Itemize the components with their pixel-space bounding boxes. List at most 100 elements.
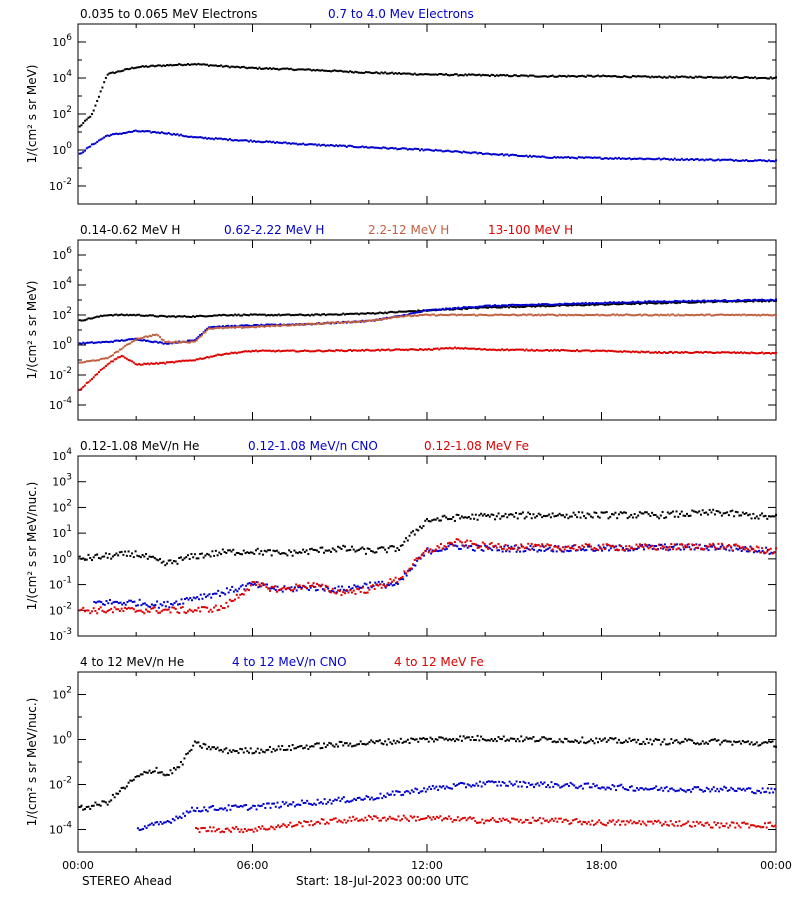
- data-point: [159, 558, 162, 561]
- data-point: [603, 548, 606, 551]
- data-point: [246, 551, 249, 554]
- data-point: [249, 66, 252, 69]
- data-point: [476, 347, 479, 350]
- data-point: [658, 350, 661, 353]
- data-point: [771, 515, 774, 518]
- data-point: [564, 545, 567, 548]
- data-point: [696, 546, 699, 549]
- data-point: [136, 363, 139, 366]
- y-axis-label: 1/(cm² s sr MeV/nuc.): [25, 482, 39, 611]
- data-point: [530, 517, 533, 520]
- data-point: [578, 785, 581, 788]
- data-point: [504, 74, 507, 77]
- data-point: [392, 348, 395, 351]
- data-point: [726, 300, 729, 303]
- data-point: [324, 746, 327, 749]
- data-point: [148, 769, 151, 772]
- data-point: [405, 314, 408, 317]
- data-point: [127, 68, 130, 71]
- data-point: [377, 318, 380, 321]
- data-point: [548, 75, 551, 78]
- data-point: [740, 550, 743, 553]
- data-point: [686, 300, 689, 303]
- data-point: [460, 74, 463, 77]
- data-point: [492, 153, 495, 156]
- data-point: [719, 545, 722, 548]
- data-point: [225, 809, 228, 812]
- data-point: [469, 517, 472, 520]
- data-point: [452, 516, 455, 519]
- data-point: [349, 588, 352, 591]
- data-point: [265, 314, 268, 317]
- data-point: [679, 158, 682, 161]
- data-point: [244, 139, 247, 142]
- data-point: [326, 144, 329, 147]
- data-point: [380, 147, 383, 150]
- legend-label: 0.12-1.08 MeV/n He: [80, 439, 199, 453]
- data-point: [259, 585, 262, 588]
- data-point: [606, 786, 609, 789]
- data-point: [674, 790, 677, 793]
- data-point: [579, 302, 582, 305]
- data-point: [268, 325, 271, 328]
- data-point: [331, 69, 334, 72]
- data-point: [642, 301, 645, 304]
- data-point: [332, 590, 335, 593]
- data-point: [553, 545, 556, 548]
- data-point: [647, 301, 650, 304]
- data-point: [244, 66, 247, 69]
- data-point: [183, 340, 186, 343]
- data-point: [110, 607, 113, 610]
- data-point: [223, 65, 226, 68]
- data-point: [727, 351, 730, 354]
- data-point: [159, 336, 162, 339]
- data-point: [704, 544, 707, 547]
- data-point: [536, 550, 539, 553]
- data-point: [575, 818, 578, 821]
- data-point: [461, 544, 464, 547]
- data-point: [638, 351, 641, 354]
- data-point: [417, 529, 420, 532]
- data-point: [380, 348, 383, 351]
- data-point: [316, 582, 319, 585]
- data-point: [153, 770, 156, 773]
- data-point: [734, 543, 737, 546]
- data-point: [230, 550, 233, 553]
- data-point: [333, 591, 336, 594]
- data-point: [474, 314, 477, 317]
- data-point: [560, 156, 563, 159]
- data-point: [585, 549, 588, 552]
- data-point: [410, 310, 413, 313]
- data-point: [261, 141, 264, 144]
- data-point: [616, 350, 619, 353]
- data-point: [553, 515, 556, 518]
- data-point: [595, 301, 598, 304]
- data-point: [755, 741, 758, 744]
- data-point: [270, 324, 273, 327]
- data-point: [101, 555, 104, 558]
- data-point: [727, 300, 730, 303]
- data-point: [391, 580, 394, 583]
- x-tick-label: 00:00: [760, 859, 792, 872]
- data-point: [663, 351, 666, 354]
- data-point: [250, 806, 253, 809]
- data-point: [460, 541, 463, 544]
- data-point: [607, 349, 610, 352]
- data-point: [764, 299, 767, 302]
- data-point: [201, 597, 204, 600]
- data-point: [89, 807, 92, 810]
- data-point: [532, 736, 535, 739]
- data-point: [432, 308, 435, 311]
- data-point: [654, 158, 657, 161]
- data-point: [371, 349, 374, 352]
- data-point: [293, 549, 296, 552]
- data-point: [478, 780, 481, 783]
- data-point: [374, 581, 377, 584]
- y-axis-label: 1/(cm² s sr MeV): [25, 281, 39, 380]
- data-point: [442, 817, 445, 820]
- data-point: [525, 515, 528, 518]
- data-point: [232, 65, 235, 68]
- data-point: [619, 303, 622, 306]
- data-point: [365, 583, 368, 586]
- data-point: [169, 611, 172, 614]
